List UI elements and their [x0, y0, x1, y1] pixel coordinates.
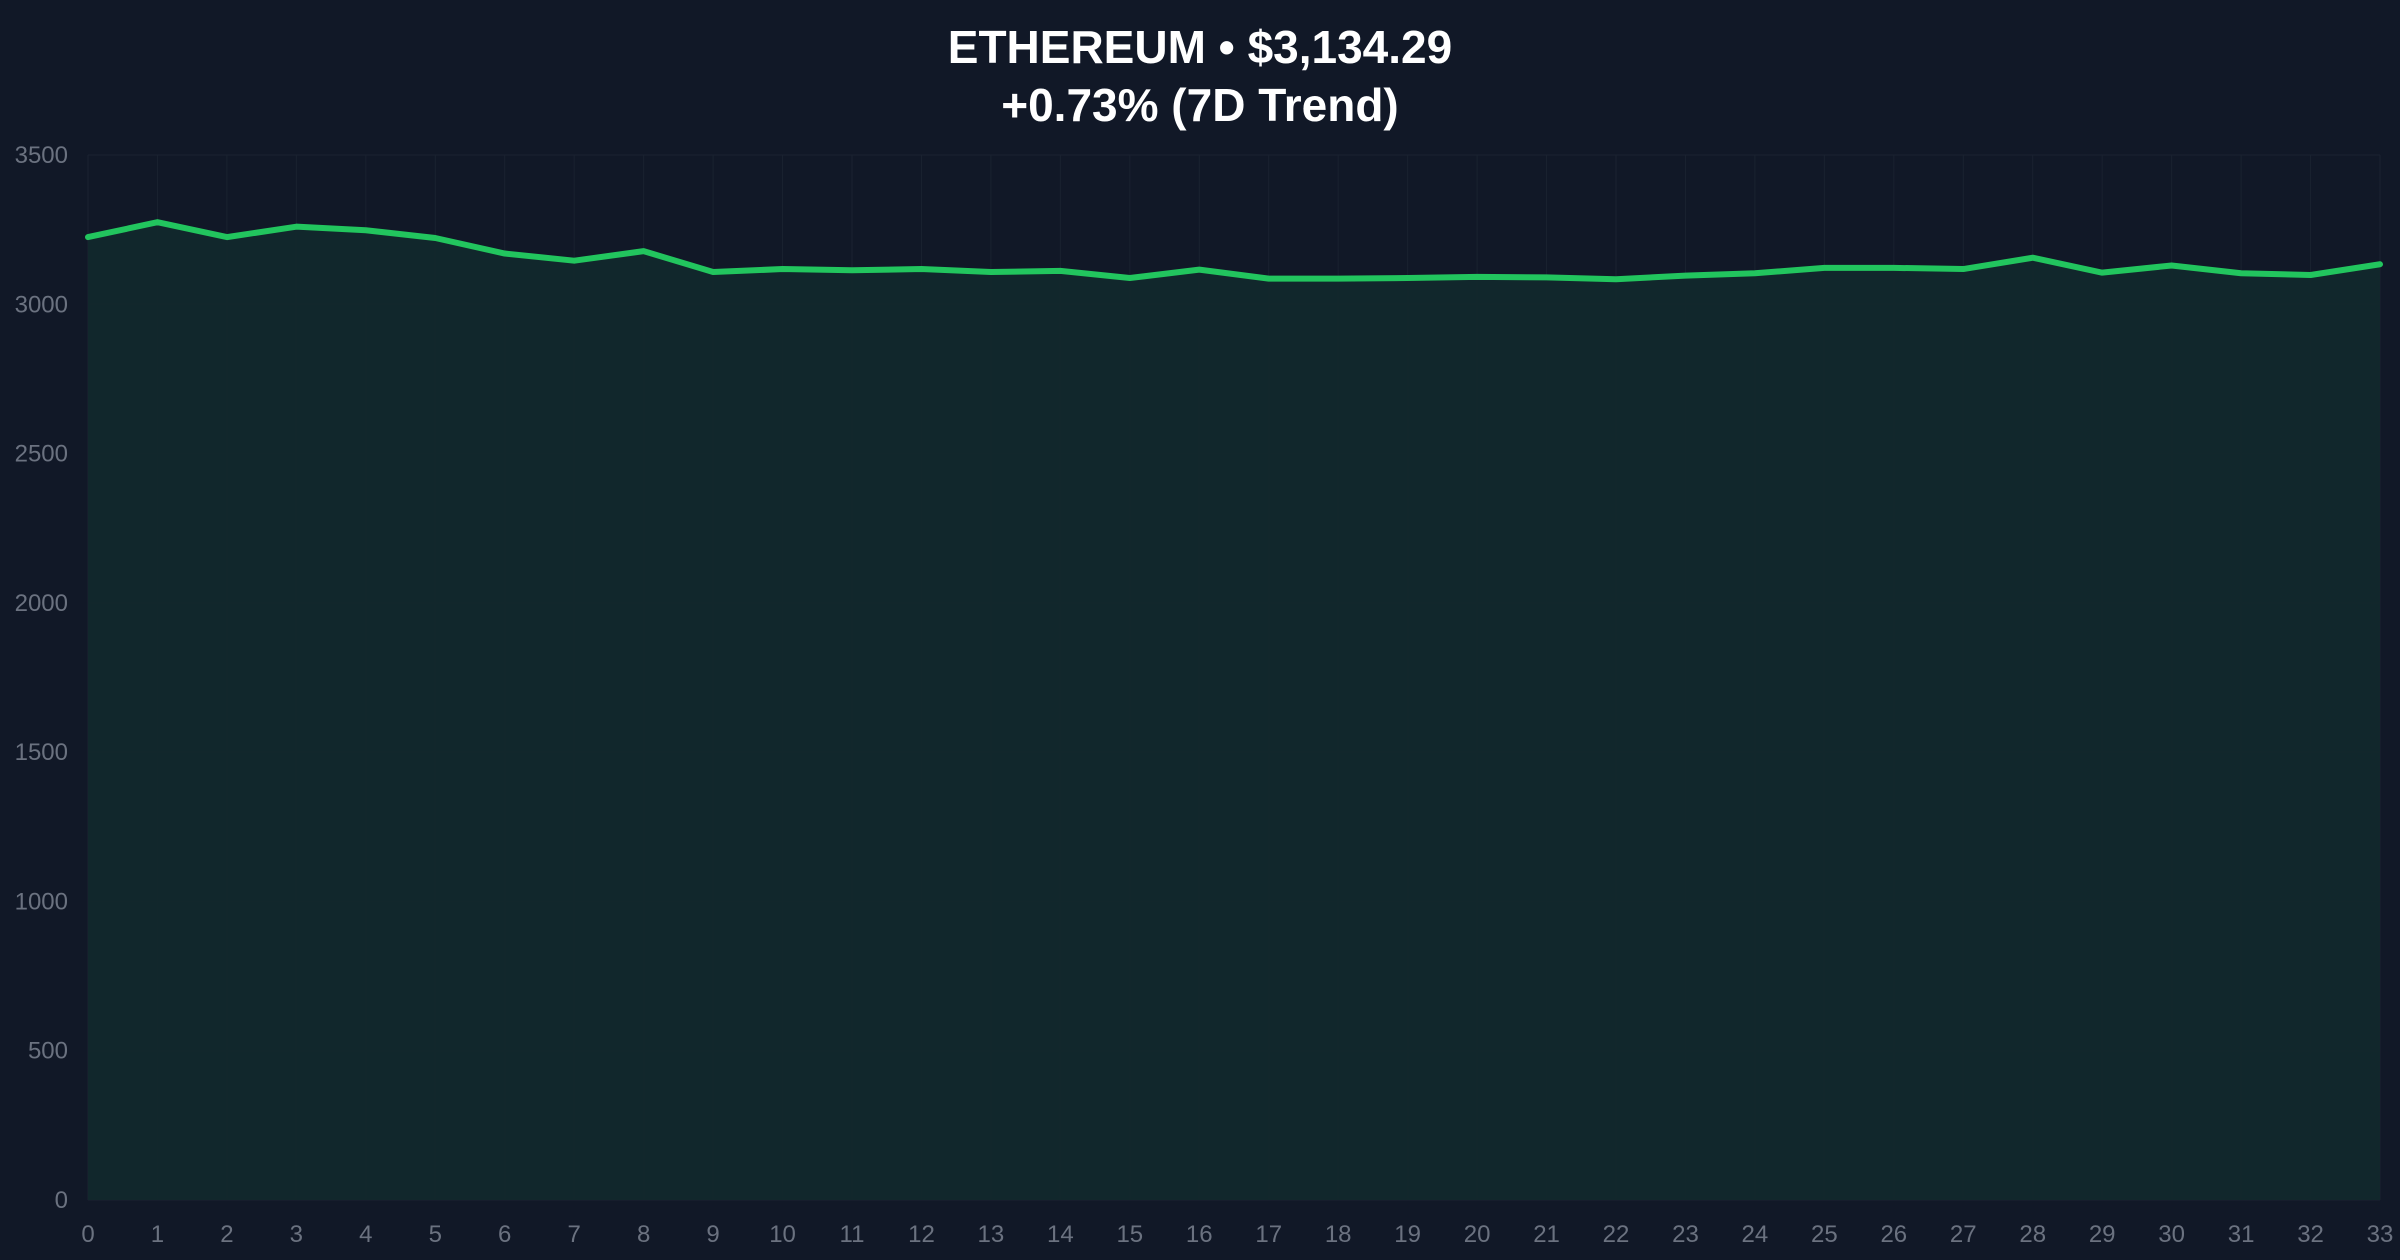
y-tick-label: 0: [55, 1187, 68, 1214]
y-tick-label: 2000: [15, 590, 68, 617]
x-tick-label: 0: [81, 1221, 94, 1248]
x-tick-label: 17: [1255, 1221, 1282, 1248]
price-line: [85, 219, 2383, 283]
x-tick-label: 2: [220, 1221, 233, 1248]
x-tick-label: 18: [1325, 1221, 1352, 1248]
x-tick-label: 6: [498, 1221, 511, 1248]
x-tick-label: 16: [1186, 1221, 1213, 1248]
x-tick-label: 29: [2089, 1221, 2116, 1248]
x-tick-label: 8: [637, 1221, 650, 1248]
y-tick-label: 2500: [15, 441, 68, 468]
x-tick-label: 28: [2019, 1221, 2046, 1248]
x-tick-label: 30: [2158, 1221, 2185, 1248]
price-area-fill: [88, 222, 2380, 1200]
x-tick-label: 19: [1394, 1221, 1421, 1248]
x-tick-label: 33: [2367, 1221, 2394, 1248]
chart-subtitle: +0.73% (7D Trend): [1001, 79, 1399, 131]
y-tick-label: 1000: [15, 888, 68, 915]
y-tick-label: 3000: [15, 291, 68, 318]
x-tick-label: 4: [359, 1221, 372, 1248]
x-tick-label: 1: [151, 1221, 164, 1248]
x-tick-label: 21: [1533, 1221, 1560, 1248]
y-tick-label: 1500: [15, 739, 68, 766]
x-tick-label: 13: [978, 1221, 1005, 1248]
x-axis-ticks: 0 1 2 3 4 5 6 7 8 9 10 11 12 13 14 15 16 17 18 19 20 21 22 23 24…: [81, 1221, 2393, 1248]
x-tick-label: 25: [1811, 1221, 1838, 1248]
x-tick-label: 3: [290, 1221, 303, 1248]
y-tick-label: 500: [28, 1038, 68, 1065]
x-tick-label: 24: [1742, 1221, 1769, 1248]
x-tick-label: 14: [1047, 1221, 1074, 1248]
x-tick-label: 5: [429, 1221, 442, 1248]
x-tick-label: 20: [1464, 1221, 1491, 1248]
x-tick-label: 31: [2228, 1221, 2255, 1248]
x-tick-label: 32: [2297, 1221, 2324, 1248]
x-tick-label: 10: [769, 1221, 796, 1248]
x-tick-label: 9: [706, 1221, 719, 1248]
x-tick-label: 27: [1950, 1221, 1977, 1248]
x-tick-label: 7: [568, 1221, 581, 1248]
chart-title: ETHEREUM • $3,134.29: [947, 21, 1453, 73]
chart-title-block: ETHEREUM • $3,134.29 +0.73% (7D Trend): [0, 18, 2400, 134]
x-tick-label: 26: [1880, 1221, 1907, 1248]
x-tick-label: 22: [1603, 1221, 1630, 1248]
y-axis-ticks: 0 500 1000 1500 2000 2500 3000 3500: [15, 142, 68, 1214]
x-tick-label: 15: [1116, 1221, 1143, 1248]
x-tick-label: 12: [908, 1221, 935, 1248]
x-tick-label: 23: [1672, 1221, 1699, 1248]
x-tick-label: 11: [840, 1221, 865, 1248]
y-tick-label: 3500: [15, 142, 68, 169]
